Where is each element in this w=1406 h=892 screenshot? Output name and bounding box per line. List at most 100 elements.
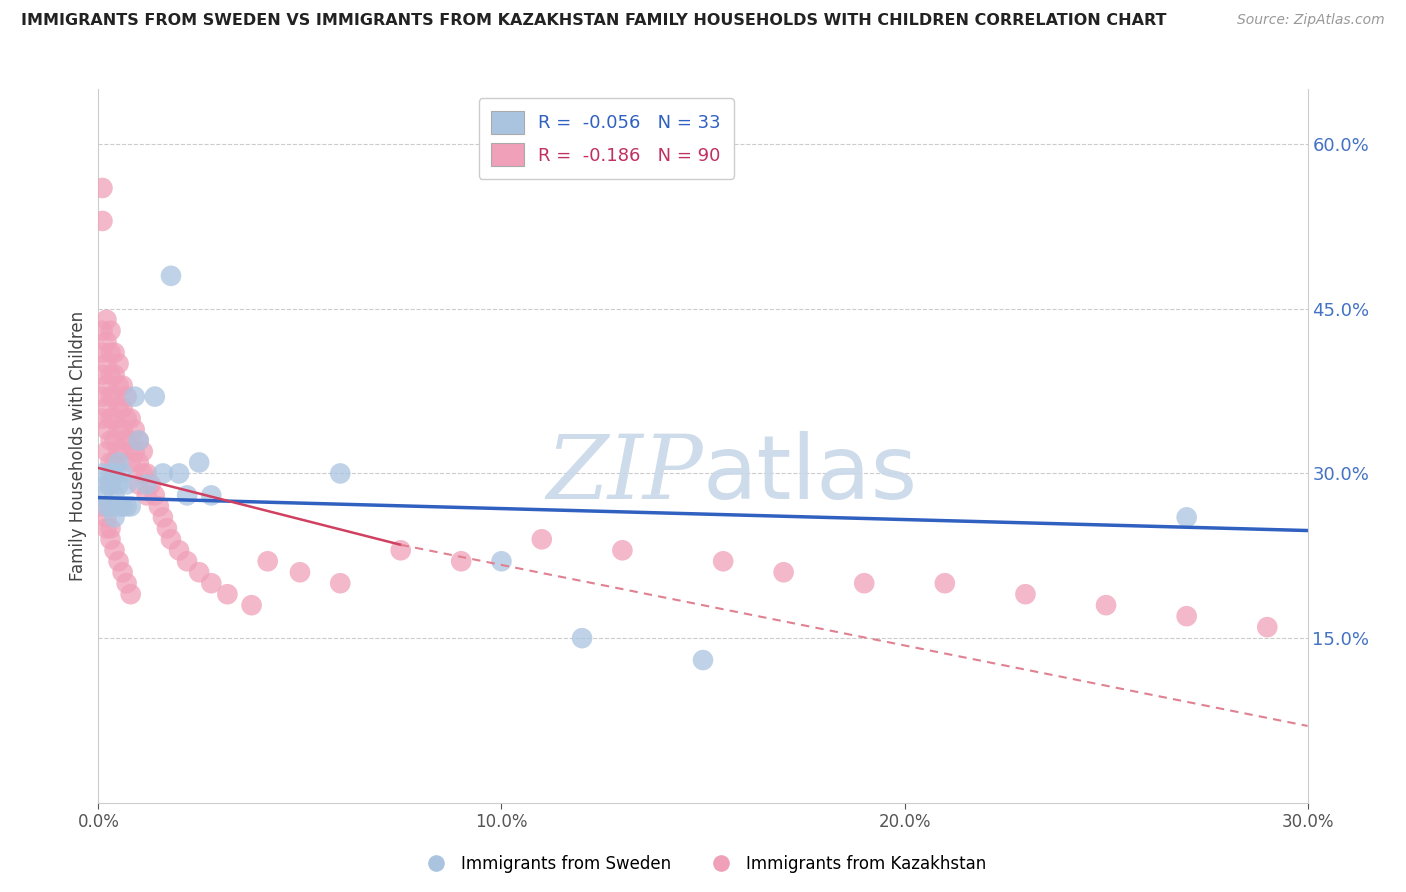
Point [91,488,114,502]
Point [120,434,142,448]
Legend: Immigrants from Sweden, Immigrants from Kazakhstan: Immigrants from Sweden, Immigrants from … [413,848,993,880]
Point [934,576,956,591]
Point [115,477,138,491]
Text: ZIP: ZIP [547,431,703,518]
Point [128,455,150,469]
Point [256,554,278,568]
Point [107,455,129,469]
Point [152,467,174,481]
Point [91,368,114,382]
Point [853,576,876,591]
Point [107,500,129,514]
Point [96,521,118,535]
Point [188,455,211,469]
Point [132,467,155,481]
Point [96,357,118,371]
Point [111,401,134,415]
Point [103,510,125,524]
Point [120,455,142,469]
Point [96,500,118,514]
Point [692,653,714,667]
Point [107,444,129,458]
Y-axis label: Family Households with Children: Family Households with Children [69,311,87,581]
Point [103,543,125,558]
Point [103,434,125,448]
Point [100,434,122,448]
Point [1175,609,1198,624]
Point [772,566,794,580]
Point [571,631,593,645]
Point [240,598,263,612]
Text: IMMIGRANTS FROM SWEDEN VS IMMIGRANTS FROM KAZAKHSTAN FAMILY HOUSEHOLDS WITH CHIL: IMMIGRANTS FROM SWEDEN VS IMMIGRANTS FRO… [21,13,1167,29]
Point [135,467,157,481]
Point [217,587,239,601]
Point [100,533,122,547]
Text: Source: ZipAtlas.com: Source: ZipAtlas.com [1237,13,1385,28]
Point [100,500,122,514]
Point [200,488,222,502]
Point [103,467,125,481]
Point [96,423,118,437]
Point [103,368,125,382]
Point [96,444,118,458]
Point [107,554,129,568]
Point [612,543,634,558]
Point [120,587,142,601]
Point [100,477,122,491]
Point [135,488,157,502]
Point [103,390,125,404]
Text: atlas: atlas [703,431,918,518]
Point [91,214,114,228]
Point [91,181,114,195]
Point [100,455,122,469]
Point [329,467,352,481]
Point [107,378,129,392]
Point [160,268,183,283]
Point [711,554,734,568]
Point [188,566,211,580]
Point [1014,587,1036,601]
Point [167,543,190,558]
Point [450,554,472,568]
Point [143,488,166,502]
Point [176,554,198,568]
Point [139,477,162,491]
Point [100,324,122,338]
Point [156,521,179,535]
Point [200,576,222,591]
Point [115,500,138,514]
Point [115,411,138,425]
Point [176,488,198,502]
Legend: R =  -0.056   N = 33, R =  -0.186   N = 90: R = -0.056 N = 33, R = -0.186 N = 90 [479,98,734,179]
Point [1095,598,1118,612]
Point [103,455,125,469]
Point [100,411,122,425]
Point [152,510,174,524]
Point [128,434,150,448]
Point [100,345,122,359]
Point [96,312,118,326]
Point [91,467,114,481]
Point [288,566,311,580]
Point [91,411,114,425]
Point [96,510,118,524]
Point [111,500,134,514]
Point [111,467,134,481]
Point [491,554,513,568]
Point [107,357,129,371]
Point [111,423,134,437]
Point [91,390,114,404]
Point [135,477,157,491]
Point [124,390,146,404]
Point [329,576,352,591]
Point [107,477,129,491]
Point [1175,510,1198,524]
Point [96,334,118,349]
Point [115,576,138,591]
Point [167,467,190,481]
Point [96,378,118,392]
Point [124,444,146,458]
Point [148,500,170,514]
Point [91,500,114,514]
Point [115,434,138,448]
